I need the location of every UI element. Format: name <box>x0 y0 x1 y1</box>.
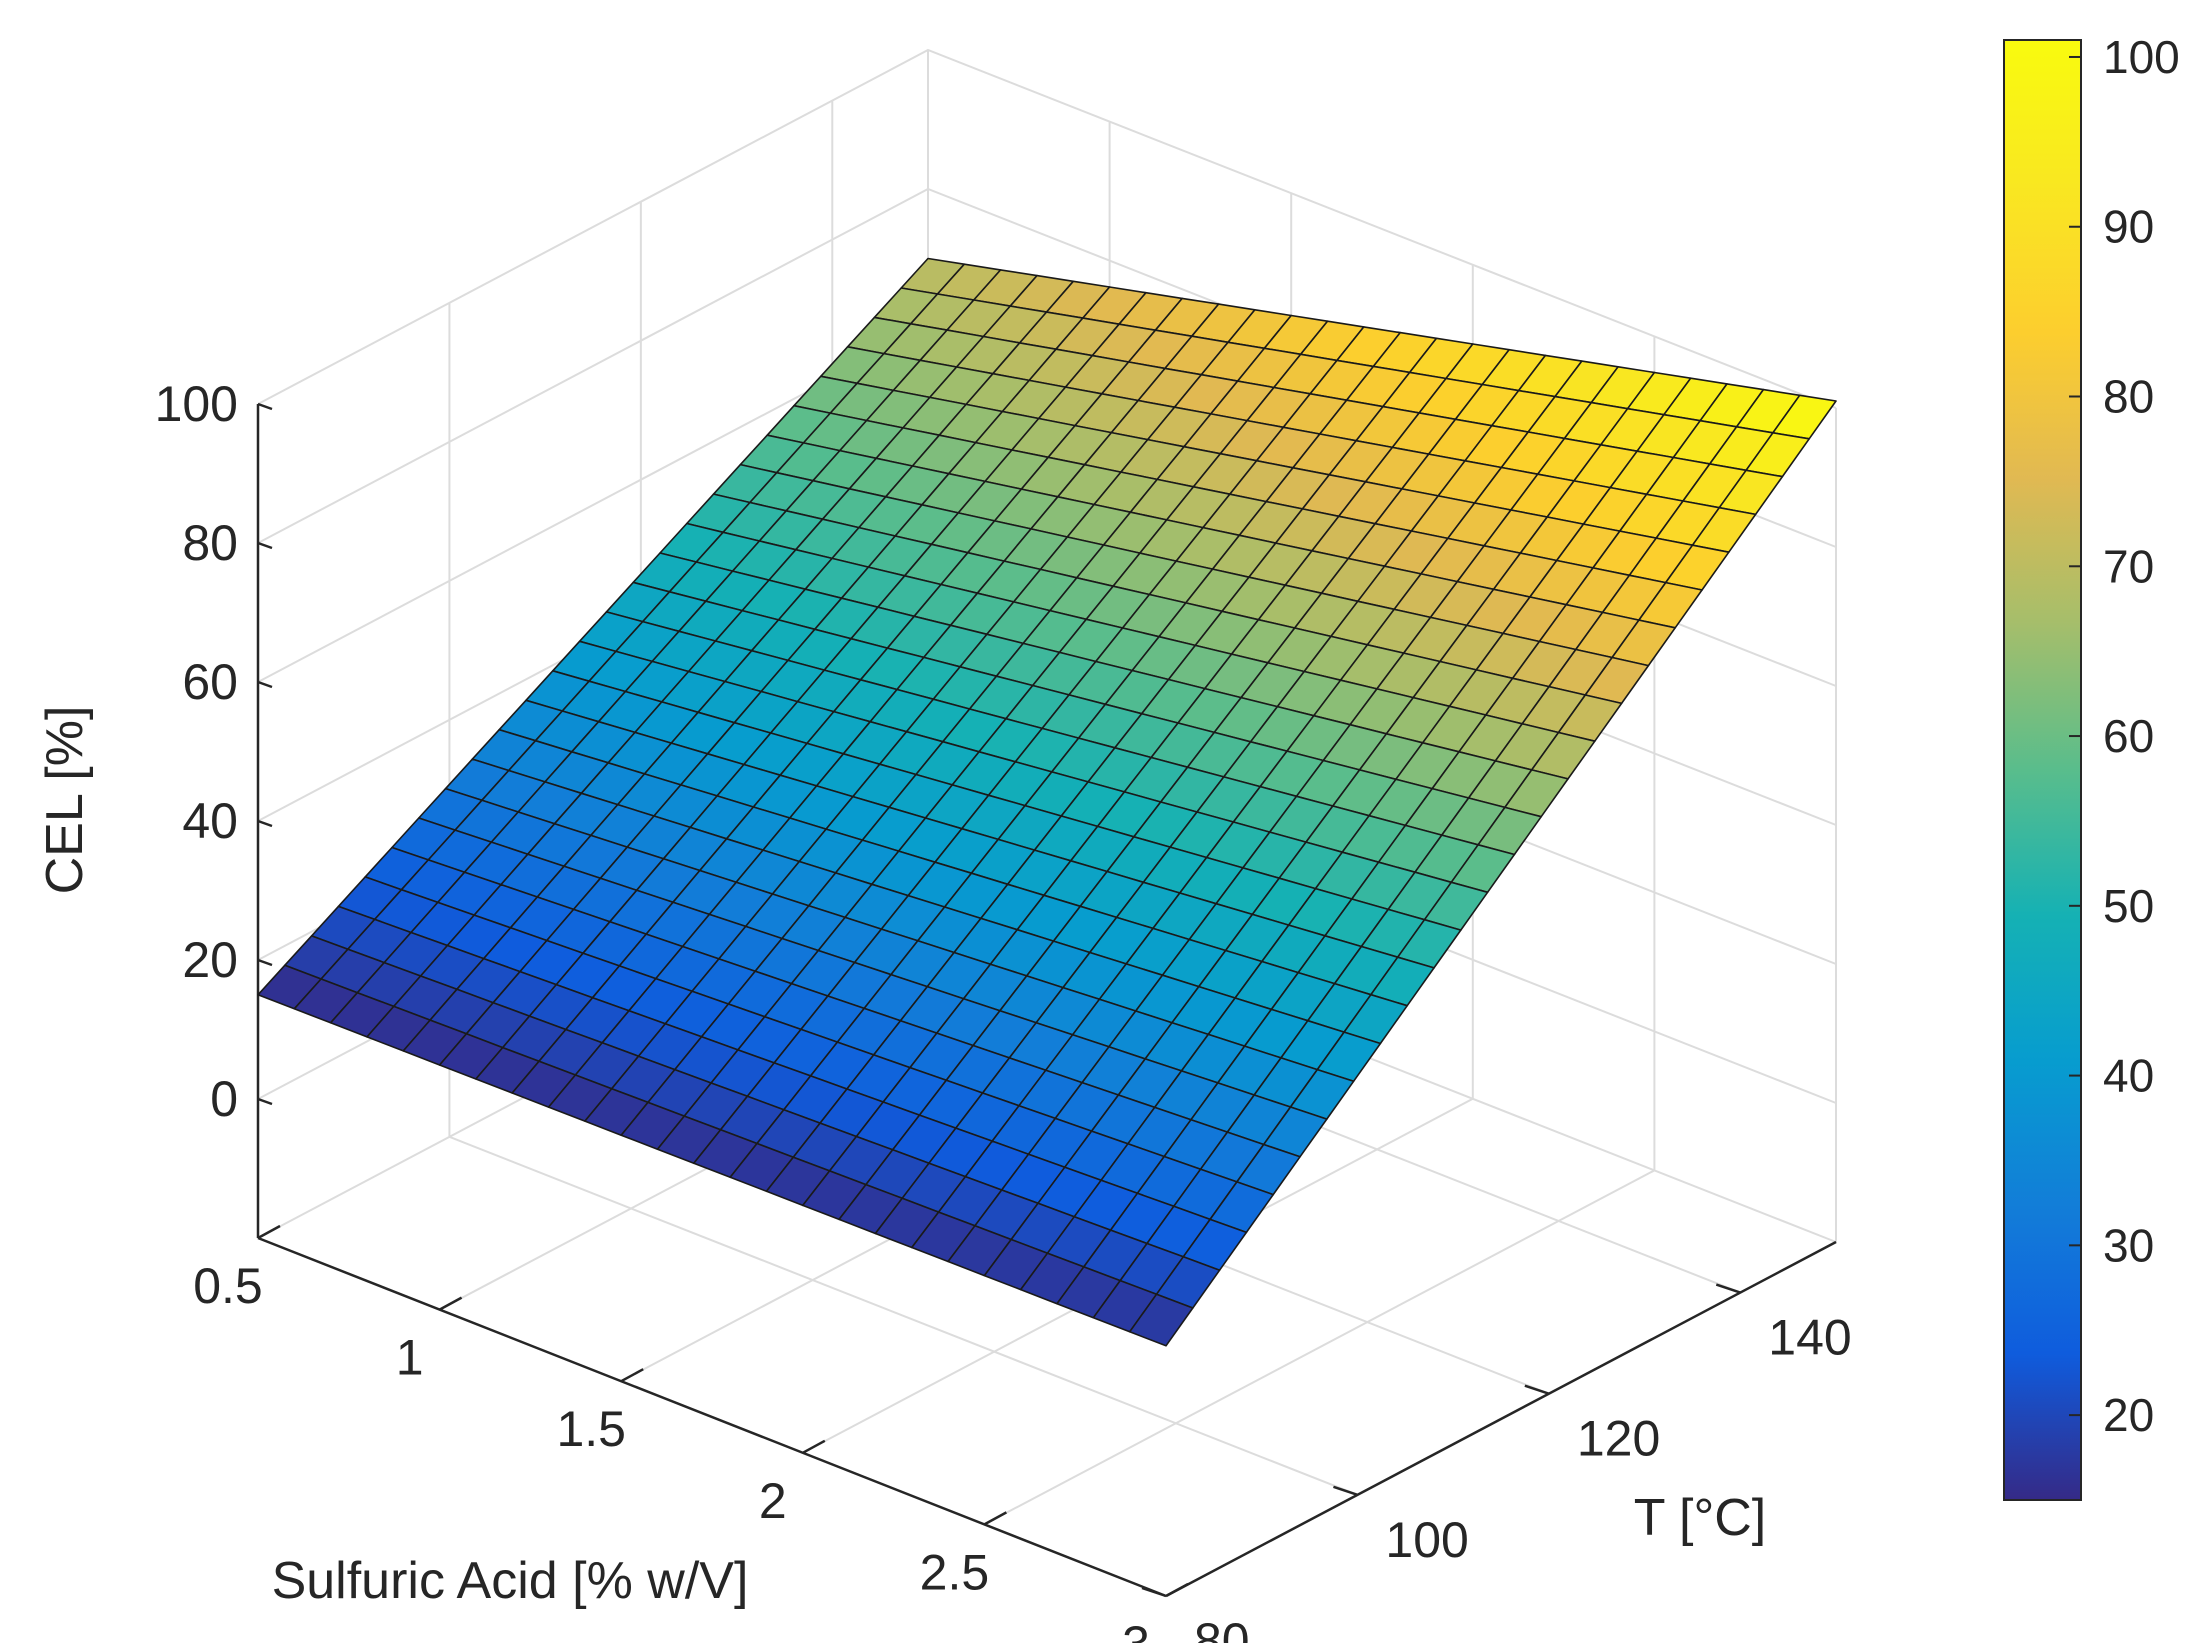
y-tick <box>1715 1283 1741 1294</box>
z-axis-title: CEL [%] <box>36 706 94 895</box>
y-tick-label: 140 <box>1768 1310 1851 1366</box>
z-tick <box>257 402 273 411</box>
x-tick-label: 3 <box>1122 1616 1150 1643</box>
y-tick <box>1141 1586 1167 1598</box>
colorbar-tick-label: 50 <box>2103 880 2154 932</box>
z-tick <box>257 819 273 828</box>
x-axis-title: Sulfuric Acid [% w/V] <box>272 1552 749 1610</box>
x-tick <box>1165 1582 1189 1598</box>
x-tick <box>257 1224 281 1240</box>
colorbar-tick-label: 20 <box>2103 1389 2154 1441</box>
x-tick <box>620 1368 644 1383</box>
z-tick-label: 20 <box>182 932 238 988</box>
x-tick-label: 2 <box>759 1473 787 1529</box>
z-tick <box>257 958 273 967</box>
x-tick-label: 1 <box>396 1330 424 1386</box>
colorbar-tick-label: 60 <box>2103 710 2154 762</box>
colorbar-gradient <box>2003 39 2082 1501</box>
colorbar-tick-label: 90 <box>2103 201 2154 253</box>
colorbar-tick-label: 40 <box>2103 1050 2154 1102</box>
x-tick <box>439 1296 463 1311</box>
x-tick-label: 0.5 <box>193 1258 263 1314</box>
colorbar-tick-label: 100 <box>2103 31 2180 83</box>
x-axis-line <box>257 1236 1167 1598</box>
z-tick-label: 100 <box>155 376 238 432</box>
x-tick-label: 1.5 <box>556 1401 626 1457</box>
colorbar: 20 30 40 50 60 70 80 90 100 <box>2003 31 2180 1501</box>
y-tick-label: 80 <box>1194 1613 1250 1643</box>
z-tick <box>257 680 273 689</box>
z-tick-label: 80 <box>182 515 238 571</box>
y-axis-line <box>1165 1240 1837 1598</box>
x-tick <box>802 1439 826 1454</box>
colorbar-tick-label: 30 <box>2103 1219 2154 1271</box>
y-tick-label: 120 <box>1577 1411 1660 1467</box>
axes-lines <box>256 402 1837 1598</box>
y-grid-line-floor <box>449 1135 1358 1496</box>
y-tick-label: 100 <box>1385 1512 1468 1568</box>
surface-cell <box>1128 1293 1194 1347</box>
y-tick <box>1333 1485 1358 1497</box>
colorbar-tick-label: 80 <box>2103 371 2154 423</box>
z-tick-label: 60 <box>182 654 238 710</box>
x-tick <box>983 1511 1007 1526</box>
colorbar-tick-label: 70 <box>2103 540 2154 592</box>
y-tick <box>1524 1384 1550 1395</box>
z-tick-label: 40 <box>182 793 238 849</box>
tick-labels: 0 20 40 60 80 100 0.5 1 1.5 2 2.5 3 80 100 120 140 <box>155 376 1852 1643</box>
z-tick <box>257 1097 273 1106</box>
z-tick-label: 0 <box>210 1071 238 1127</box>
y-axis-title: T [°C] <box>1634 1489 1767 1547</box>
surface-mesh <box>257 257 1837 1347</box>
z-tick <box>257 541 273 550</box>
x-tick-label: 2.5 <box>920 1544 990 1600</box>
colorbar-ticks: 20 30 40 50 60 70 80 90 100 <box>2069 31 2180 1441</box>
